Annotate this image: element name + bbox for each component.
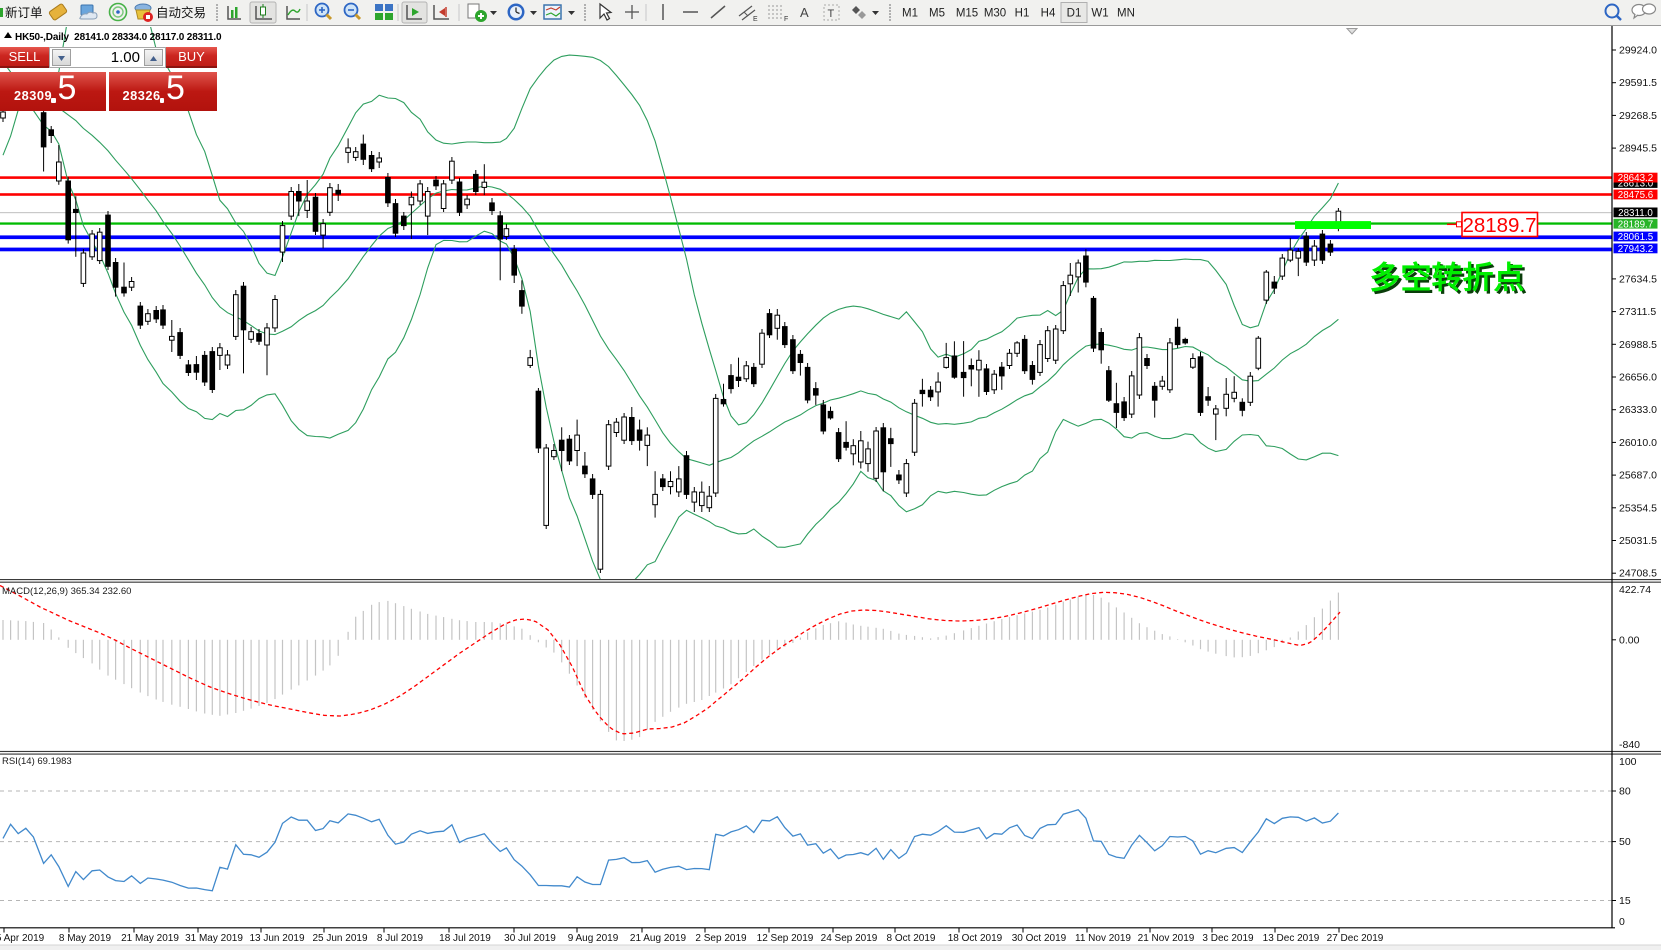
svg-text:27 Dec 2019: 27 Dec 2019 (1327, 933, 1384, 944)
svg-text:MN: MN (1117, 8, 1135, 20)
svg-text:26656.0: 26656.0 (1619, 372, 1657, 384)
svg-text:31 May 2019: 31 May 2019 (185, 933, 243, 944)
svg-text:12 Sep 2019: 12 Sep 2019 (757, 933, 814, 944)
svg-text:M30: M30 (984, 8, 1006, 20)
svg-text:50: 50 (1619, 836, 1631, 848)
svg-text:M15: M15 (956, 8, 978, 20)
svg-text:26010.0: 26010.0 (1619, 437, 1657, 449)
svg-text:8 Jul 2019: 8 Jul 2019 (377, 933, 424, 944)
svg-text:18 Oct 2019: 18 Oct 2019 (948, 933, 1003, 944)
svg-text:28189.7: 28189.7 (1618, 219, 1653, 230)
svg-text:28061.5: 28061.5 (1618, 232, 1654, 243)
svg-text:自动交易: 自动交易 (156, 5, 206, 20)
svg-text:3 Dec 2019: 3 Dec 2019 (1202, 933, 1254, 944)
svg-text:28643.2: 28643.2 (1618, 173, 1653, 184)
svg-text:21 Nov 2019: 21 Nov 2019 (1138, 933, 1195, 944)
svg-text:25 Jun 2019: 25 Jun 2019 (312, 933, 367, 944)
svg-text:RSI(14) 69.1983: RSI(14) 69.1983 (2, 756, 72, 767)
svg-text:30 Oct 2019: 30 Oct 2019 (1012, 933, 1067, 944)
svg-text:24 Sep 2019: 24 Sep 2019 (821, 933, 878, 944)
svg-text:25687.0: 25687.0 (1619, 470, 1657, 482)
svg-text:13 Dec 2019: 13 Dec 2019 (1263, 933, 1320, 944)
svg-text:M1: M1 (902, 8, 918, 20)
svg-text:9 Aug 2019: 9 Aug 2019 (568, 933, 619, 944)
svg-text:27634.5: 27634.5 (1619, 273, 1657, 285)
svg-text:H1: H1 (1015, 8, 1030, 20)
svg-text:0.00: 0.00 (1619, 634, 1640, 646)
svg-text:A: A (800, 5, 809, 20)
svg-text:0: 0 (1619, 916, 1625, 928)
svg-text:MACD(12,26,9) 365.34 232.60: MACD(12,26,9) 365.34 232.60 (2, 586, 131, 597)
svg-text:18 Jul 2019: 18 Jul 2019 (439, 933, 491, 944)
svg-text:28613.0: 28613.0 (1618, 179, 1654, 190)
svg-text:5 Apr 2019: 5 Apr 2019 (0, 933, 45, 944)
svg-text:15: 15 (1619, 895, 1631, 907)
svg-text:F: F (784, 16, 788, 23)
svg-text:422.74: 422.74 (1619, 584, 1651, 596)
svg-text:多空转折点: 多空转折点 (1370, 261, 1525, 296)
svg-text:多空转折点: 多空转折点 (1372, 263, 1527, 298)
svg-text:28311.0: 28311.0 (1618, 208, 1653, 219)
svg-text:13 Jun 2019: 13 Jun 2019 (249, 933, 304, 944)
svg-text:80: 80 (1619, 786, 1631, 798)
svg-text:29591.5: 29591.5 (1619, 77, 1657, 89)
svg-text:W1: W1 (1091, 8, 1108, 20)
svg-text:25031.5: 25031.5 (1619, 535, 1657, 547)
svg-text:HK50-,Daily 28141.0 28334.0 2: HK50-,Daily 28141.0 28334.0 28117.0 2831… (15, 32, 222, 43)
svg-text:24708.5: 24708.5 (1619, 568, 1657, 580)
svg-text:25354.5: 25354.5 (1619, 502, 1657, 514)
svg-text:28945.5: 28945.5 (1619, 143, 1657, 155)
svg-text:新订单: 新订单 (5, 5, 43, 20)
svg-text:28189.7: 28189.7 (1462, 214, 1536, 237)
svg-text:100: 100 (1619, 756, 1637, 768)
svg-text:29924.0: 29924.0 (1619, 45, 1657, 57)
svg-text:30 Jul 2019: 30 Jul 2019 (504, 933, 556, 944)
svg-text:27943.2: 27943.2 (1618, 244, 1653, 255)
svg-text:26988.5: 26988.5 (1619, 339, 1657, 351)
svg-text:E: E (753, 16, 758, 23)
svg-text:8 May 2019: 8 May 2019 (59, 933, 112, 944)
svg-text:21 May 2019: 21 May 2019 (121, 933, 179, 944)
svg-text:21 Aug 2019: 21 Aug 2019 (630, 933, 687, 944)
svg-text:27311.5: 27311.5 (1619, 306, 1656, 318)
svg-text:T: T (828, 8, 835, 20)
svg-text:M5: M5 (929, 8, 945, 20)
svg-text:11 Nov 2019: 11 Nov 2019 (1075, 933, 1131, 944)
svg-text:D1: D1 (1067, 8, 1082, 20)
svg-text:28475.6: 28475.6 (1618, 190, 1654, 201)
svg-text:29268.5: 29268.5 (1619, 110, 1657, 122)
svg-text:-840: -840 (1619, 739, 1640, 751)
svg-text:8 Oct 2019: 8 Oct 2019 (887, 933, 936, 944)
svg-text:26333.0: 26333.0 (1619, 404, 1657, 416)
svg-text:2 Sep 2019: 2 Sep 2019 (695, 933, 747, 944)
svg-text:H4: H4 (1041, 8, 1056, 20)
